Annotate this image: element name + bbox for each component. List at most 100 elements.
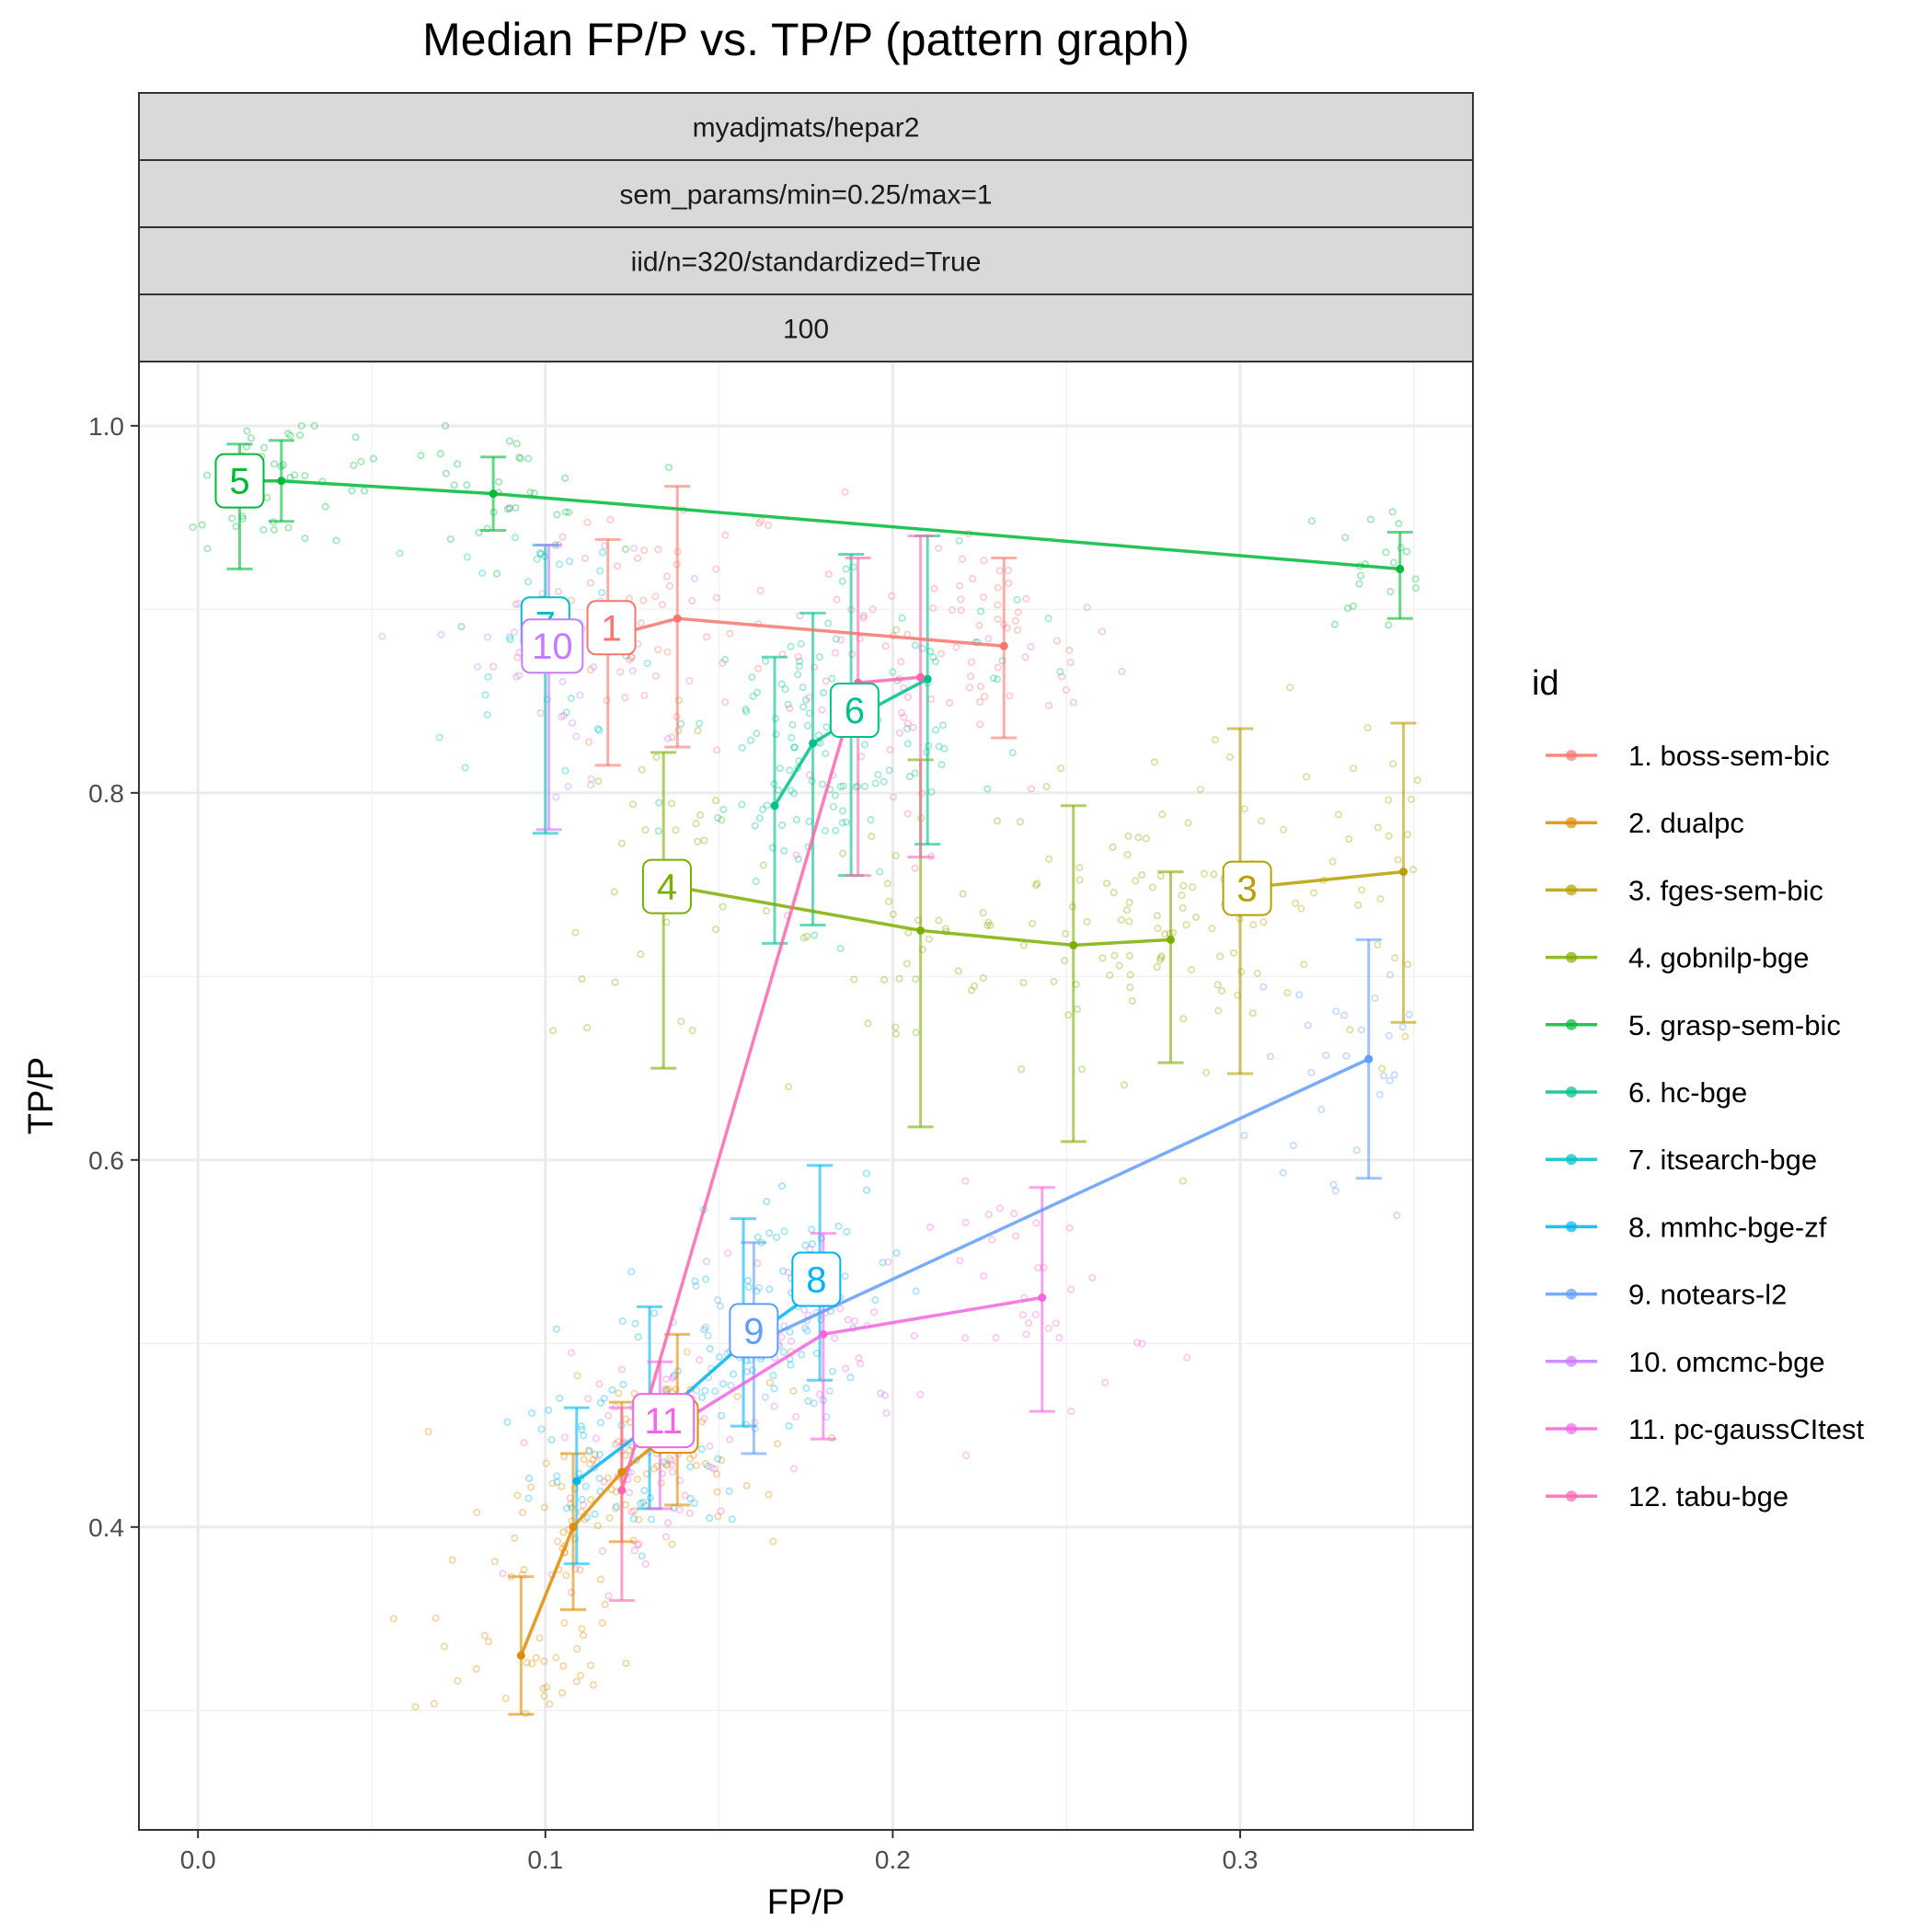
scatter-point [584,738,593,746]
scatter-point [525,1474,534,1482]
scatter-point [576,691,584,699]
legend-key-point-11 [1566,1423,1577,1434]
scatter-point [1153,962,1161,972]
scatter-point [1156,956,1165,964]
scatter-point [1217,986,1226,995]
legend-label-10: 10. omcmc-bge [1628,1346,1825,1378]
scatter-point [862,1169,870,1178]
scatter-point [520,1566,528,1574]
scatter-point [780,846,788,855]
scatter-point [926,1223,935,1232]
scatter-point [1013,595,1021,604]
scatter-point [552,1325,561,1333]
scatter-point [688,1027,696,1035]
scatter-point [822,749,830,758]
scatter-point [799,1305,809,1314]
scatter-point [792,815,801,824]
scatter-point [979,974,987,983]
scatter-point [1248,1009,1257,1018]
scatter-point [515,672,523,680]
scatter-point [757,517,765,525]
scatter-point [719,1380,728,1388]
scatter-point [614,562,622,570]
scatter-point [503,1418,512,1426]
scatter-point [1061,957,1069,965]
scatter-point [712,1469,721,1478]
scatter-point [1065,646,1074,655]
scatter-point [979,593,988,602]
scatter-point [790,743,799,752]
scatter-point [751,822,759,830]
legend-key-point-4 [1566,951,1577,963]
scatter-point [593,725,602,733]
scatter-point [591,1510,599,1518]
scatter-point [577,1422,585,1431]
median-point-2 [569,1523,578,1532]
legend-key-point-6 [1566,1087,1577,1098]
legend-key-point-7 [1566,1154,1577,1166]
scatter-point [898,614,906,622]
scatter-point [587,1496,595,1504]
scatter-point [617,1365,626,1374]
scatter-point [627,653,636,661]
scatter-point [332,536,340,545]
scatter-point [1027,785,1036,793]
scatter-point [993,675,1002,684]
scatter-point [931,657,939,666]
scatter-point [478,569,487,578]
scatter-point [842,565,850,573]
strip-label-3: iid/n=320/standardized=True [631,247,982,278]
scatter-point [877,1389,885,1397]
scatter-point [752,877,760,886]
scatter-point [692,1282,700,1290]
scatter-point [869,1308,879,1317]
legend-label-9: 9. notears-l2 [1628,1279,1787,1311]
scatter-point [897,658,905,666]
plot-panel [139,362,1473,1830]
scatter-point [528,1660,536,1668]
scatter-point [1022,1330,1030,1339]
scatter-point [994,663,1002,672]
scatter-point [1027,642,1035,651]
scatter-point [811,931,819,939]
scatter-point [605,1513,614,1522]
scatter-point [885,766,893,775]
scatter-point [995,1204,1004,1213]
series-label-1: 1 [586,600,637,656]
scatter-point [1366,515,1374,523]
scatter-point [520,1439,528,1447]
scatter-point [815,652,823,661]
scatter-point [988,1236,996,1244]
scatter-point [1098,954,1107,962]
scatter-point [1322,1052,1330,1060]
scatter-point [651,672,660,680]
scatter-point [629,1514,638,1523]
scatter-point [726,1435,734,1443]
scatter-point [627,1508,636,1516]
scatter-point [1125,898,1133,907]
scatter-point [855,1354,863,1363]
scatter-point [755,814,764,822]
scatter-point [706,1514,714,1523]
scatter-point [672,826,680,834]
scatter-point [777,821,787,830]
median-point-9 [1364,1054,1374,1064]
scatter-point [1126,983,1134,992]
scatter-point [297,421,305,430]
facet-strips: myadjmats/hepar2 sem_params/min=0.25/max=… [138,92,1474,362]
scatter-point [786,1328,794,1336]
scatter-point [1058,673,1066,681]
median-point-12 [617,1486,627,1495]
scatter-point [1330,620,1339,628]
scatter-point [700,836,708,845]
scatter-point [928,604,937,613]
scatter-point [1125,951,1133,960]
scatter-point [512,503,520,512]
scatter-point [1158,811,1167,819]
legend-item-1: 1. boss-sem-bic [1546,740,1830,772]
scatter-point [1042,782,1051,791]
scatter-point [713,746,721,754]
scatter-point [820,688,828,697]
scatter-point [957,606,965,615]
scatter-point [696,811,705,820]
